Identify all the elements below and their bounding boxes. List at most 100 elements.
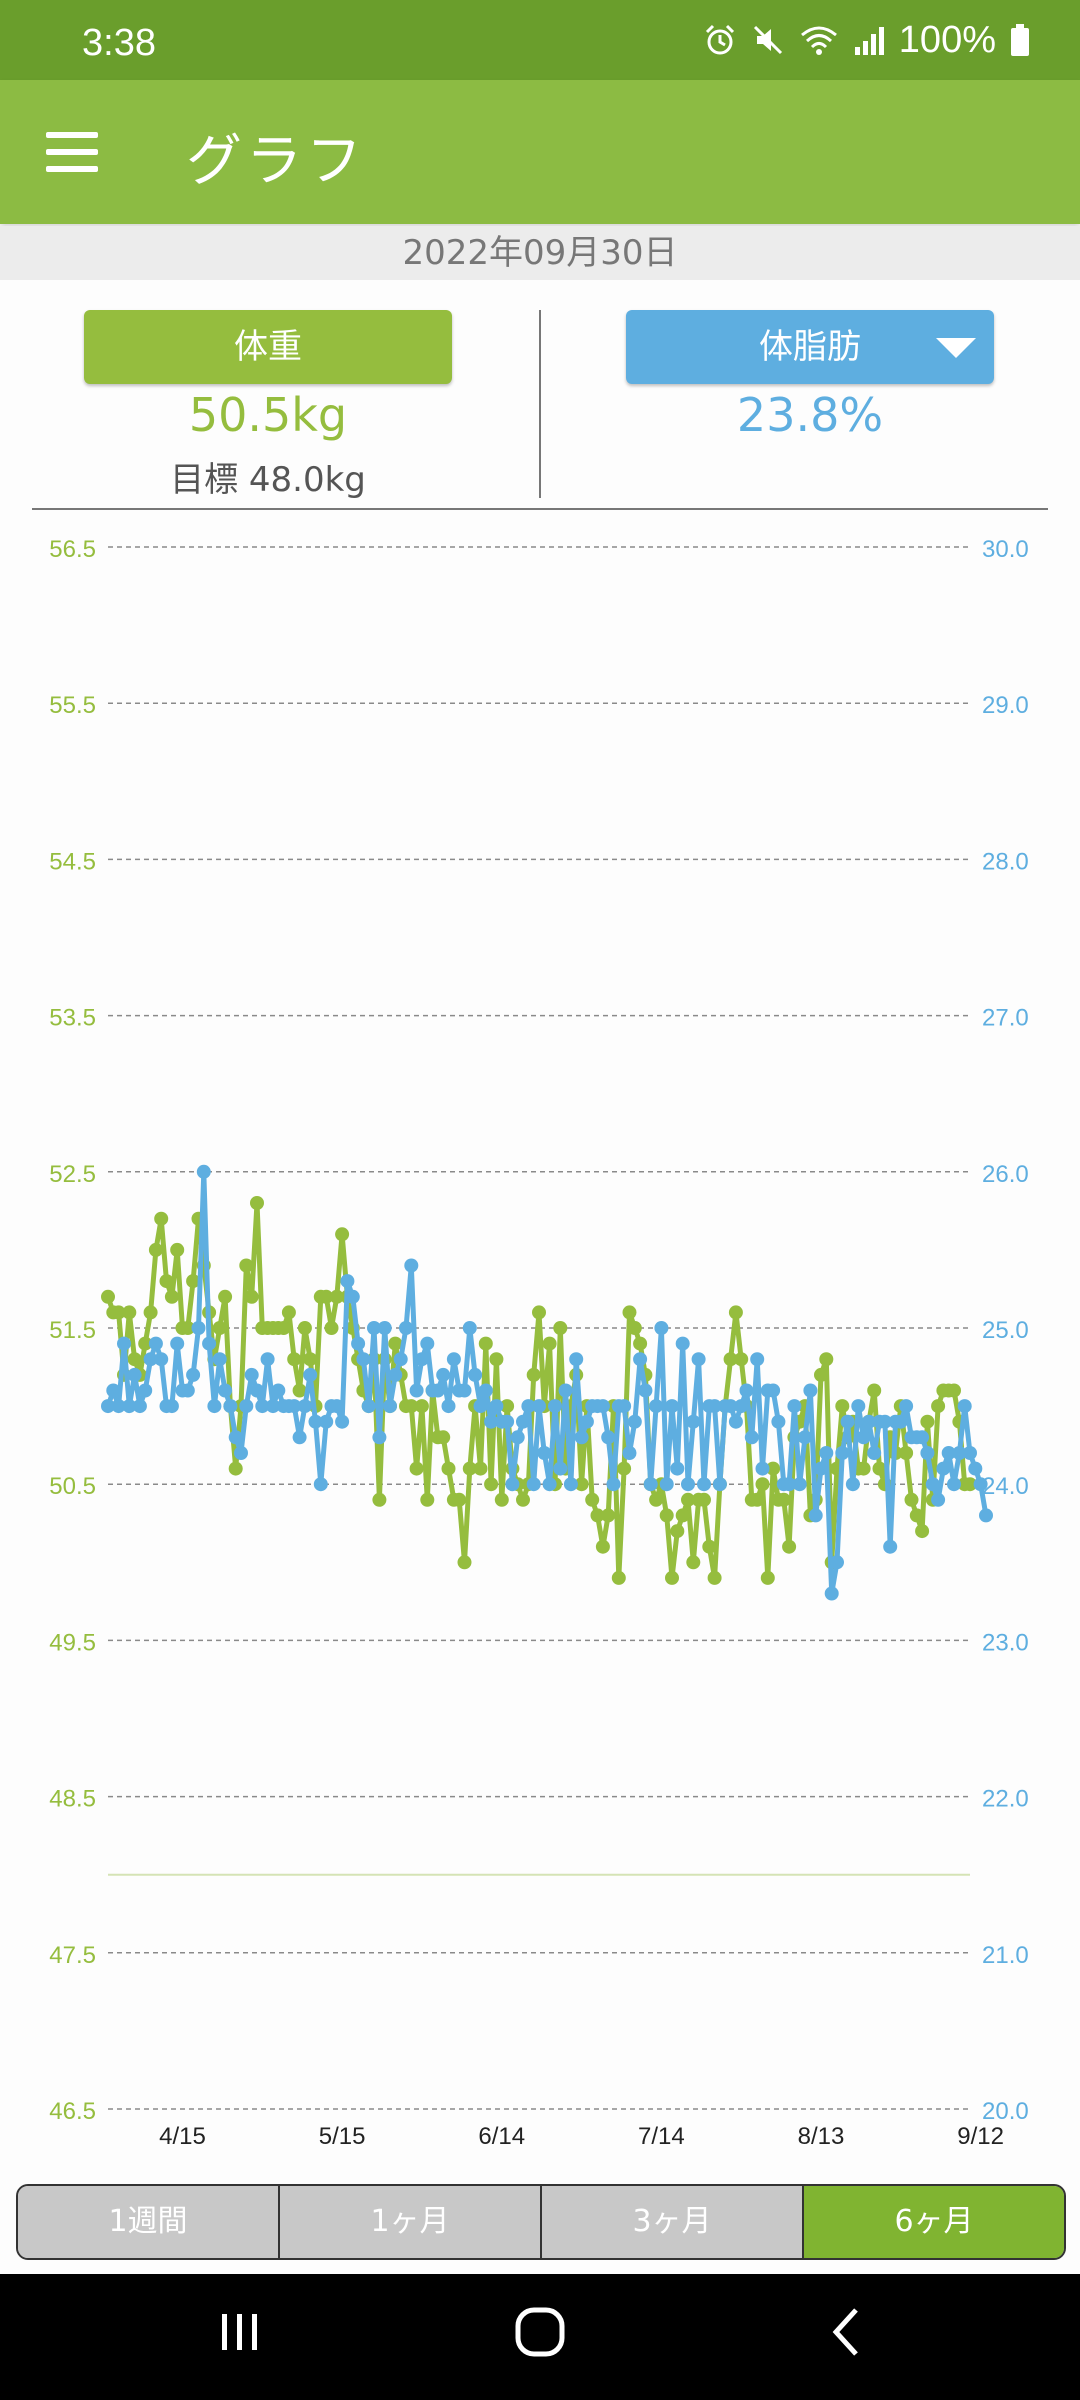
data-point-weight xyxy=(239,1258,254,1273)
data-point-weight xyxy=(516,1492,530,1507)
data-point-body-fat xyxy=(691,1352,706,1367)
data-point-weight xyxy=(920,1414,935,1429)
data-point-body-fat xyxy=(899,1399,914,1414)
status-time: 3:38 xyxy=(82,22,156,64)
y-right-tick-label: 27.0 xyxy=(982,1005,1029,1032)
data-point-body-fat xyxy=(787,1399,802,1414)
data-point-weight xyxy=(297,1321,312,1335)
back-icon[interactable] xyxy=(820,2304,876,2360)
data-point-body-fat xyxy=(627,1414,642,1429)
data-point-weight xyxy=(595,1539,610,1554)
data-point-body-fat xyxy=(441,1399,456,1414)
menu-icon[interactable] xyxy=(46,132,98,172)
data-point-body-fat xyxy=(101,1399,115,1414)
data-point-weight xyxy=(867,1383,882,1398)
y-right-tick-label: 23.0 xyxy=(982,1629,1029,1656)
data-point-body-fat xyxy=(393,1352,408,1367)
data-point-weight xyxy=(127,1352,142,1367)
data-point-weight xyxy=(686,1555,701,1570)
data-point-body-fat xyxy=(931,1492,946,1507)
data-point-weight xyxy=(186,1274,201,1289)
data-point-body-fat xyxy=(819,1446,834,1460)
data-point-body-fat xyxy=(824,1586,839,1601)
signal-icon xyxy=(854,27,884,55)
data-point-body-fat xyxy=(500,1414,515,1429)
data-point-weight xyxy=(963,1477,977,1492)
data-point-weight xyxy=(276,1321,291,1335)
y-left-tick-label: 46.5 xyxy=(49,2098,96,2125)
recent-apps-icon[interactable] xyxy=(212,2304,268,2360)
data-point-body-fat xyxy=(228,1430,243,1445)
data-point-weight xyxy=(462,1461,477,1476)
data-point-weight xyxy=(228,1461,243,1476)
data-point-body-fat xyxy=(154,1352,169,1367)
dropdown-arrow-icon xyxy=(936,338,976,358)
data-point-body-fat xyxy=(356,1352,371,1367)
data-point-body-fat xyxy=(377,1321,392,1335)
data-point-body-fat xyxy=(670,1461,685,1476)
data-point-body-fat xyxy=(335,1414,350,1429)
data-point-weight xyxy=(856,1461,871,1476)
range-1-week[interactable]: 1週間 xyxy=(18,2186,280,2258)
data-point-weight xyxy=(627,1321,642,1335)
data-point-body-fat xyxy=(484,1414,499,1429)
weight-fat-chart[interactable]: 56.5 30.0 55.5 29.0 54.5 28.0 53.5 27.0 52.5 26.0… xyxy=(0,510,1080,2180)
series-line-body-fat xyxy=(105,1169,989,1596)
x-tick-label: 5/15 xyxy=(319,2123,366,2150)
data-point-body-fat xyxy=(766,1383,781,1398)
range-6-months[interactable]: 6ヶ月 xyxy=(804,2186,1064,2258)
data-point-weight xyxy=(409,1461,424,1476)
data-point-weight xyxy=(723,1352,738,1367)
data-point-body-fat xyxy=(457,1383,472,1398)
data-point-body-fat xyxy=(542,1477,557,1492)
data-point-weight xyxy=(244,1289,259,1304)
data-point-body-fat xyxy=(367,1321,381,1335)
data-point-weight xyxy=(734,1352,749,1367)
data-point-body-fat xyxy=(883,1539,898,1554)
x-tick-label: 6/14 xyxy=(478,2123,525,2150)
data-point-weight xyxy=(622,1305,637,1320)
data-point-body-fat xyxy=(516,1414,530,1429)
data-point-body-fat xyxy=(223,1399,238,1414)
data-point-body-fat xyxy=(212,1352,227,1367)
weight-button[interactable]: 体重 xyxy=(84,310,452,384)
data-point-body-fat xyxy=(601,1430,616,1445)
data-point-body-fat xyxy=(654,1321,669,1335)
data-point-weight xyxy=(872,1461,887,1476)
data-point-weight xyxy=(947,1383,961,1398)
data-point-weight xyxy=(154,1211,169,1226)
goal-weight: 目標 48.0kg xyxy=(170,460,366,500)
data-point-weight xyxy=(904,1492,919,1507)
data-point-body-fat xyxy=(973,1477,988,1492)
home-icon[interactable] xyxy=(510,2304,570,2360)
data-point-weight xyxy=(899,1446,914,1460)
data-point-body-fat xyxy=(351,1336,366,1351)
data-point-weight xyxy=(766,1461,781,1476)
body-fat-dropdown[interactable]: 体脂肪 xyxy=(626,310,994,384)
range-selector: 1週間 1ヶ月 3ヶ月 6ヶ月 xyxy=(16,2184,1066,2260)
y-left-tick-label: 48.5 xyxy=(49,1786,96,1813)
data-point-body-fat xyxy=(106,1383,121,1398)
data-point-body-fat xyxy=(127,1367,142,1382)
y-right-tick-label: 21.0 xyxy=(982,1942,1029,1969)
x-tick-label: 9/12 xyxy=(957,2123,1004,2150)
data-point-body-fat xyxy=(186,1367,201,1382)
data-point-body-fat xyxy=(925,1477,940,1492)
data-point-body-fat xyxy=(122,1399,137,1414)
data-point-body-fat xyxy=(697,1477,711,1492)
range-1-month[interactable]: 1ヶ月 xyxy=(280,2186,542,2258)
data-point-weight xyxy=(180,1321,195,1335)
range-3-months[interactable]: 3ヶ月 xyxy=(542,2186,804,2258)
data-point-body-fat xyxy=(329,1399,344,1414)
data-point-body-fat xyxy=(659,1477,674,1492)
data-point-weight xyxy=(707,1570,722,1585)
data-point-body-fat xyxy=(372,1430,387,1445)
panel-divider xyxy=(539,310,541,498)
data-point-body-fat xyxy=(143,1352,158,1367)
data-point-weight xyxy=(915,1524,930,1539)
data-point-body-fat xyxy=(739,1383,754,1398)
data-point-body-fat xyxy=(532,1399,546,1414)
data-point-weight xyxy=(372,1492,387,1507)
data-point-weight xyxy=(287,1352,302,1367)
battery-icon xyxy=(1011,24,1029,56)
